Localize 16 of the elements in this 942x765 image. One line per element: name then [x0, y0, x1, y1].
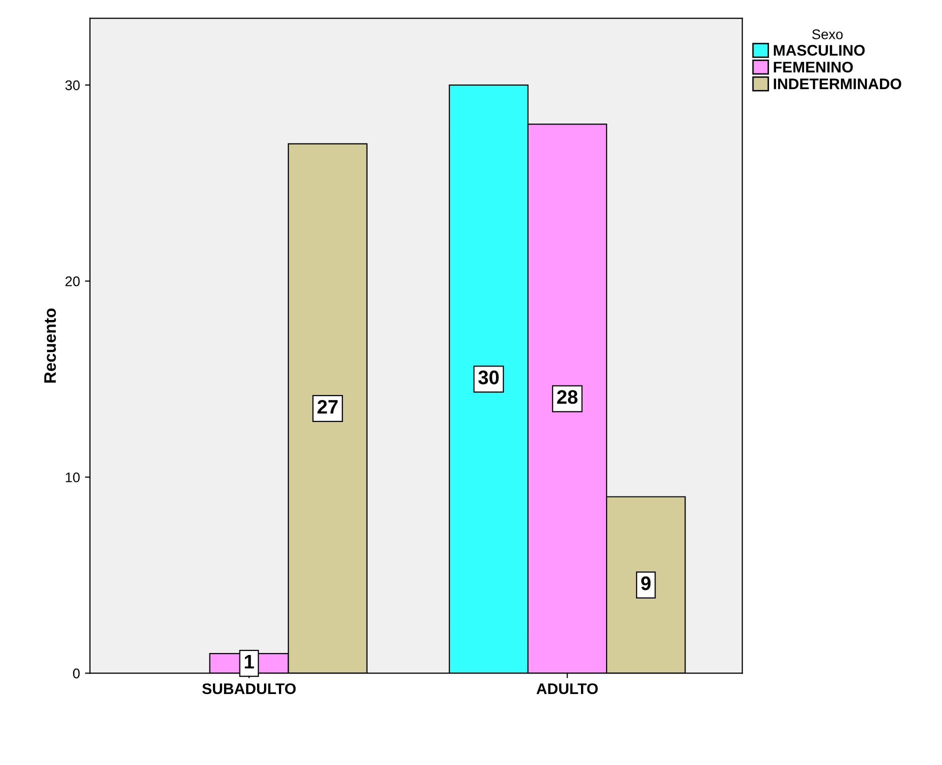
- data-label: 27: [318, 400, 338, 414]
- y-tick-label: 10: [66, 472, 80, 482]
- y-tick-label: 20: [65, 276, 80, 286]
- y-tick-label: 30: [65, 80, 80, 90]
- data-label: 28: [557, 390, 578, 404]
- data-label: 9: [641, 576, 651, 590]
- y-axis-title: Recuento: [44, 308, 56, 383]
- x-tick-label: ADULTO: [536, 683, 598, 694]
- y-tick-label: 0: [73, 668, 80, 678]
- legend-label: INDETERMINADO: [774, 78, 902, 90]
- x-tick-label: SUBADULTO: [202, 683, 296, 694]
- data-label: 1: [244, 655, 254, 668]
- legend-label: MASCULINO: [774, 44, 865, 56]
- legend-title: Sexo: [812, 29, 843, 40]
- legend-label: FEMENINO: [774, 62, 853, 73]
- data-label: 30: [478, 370, 499, 384]
